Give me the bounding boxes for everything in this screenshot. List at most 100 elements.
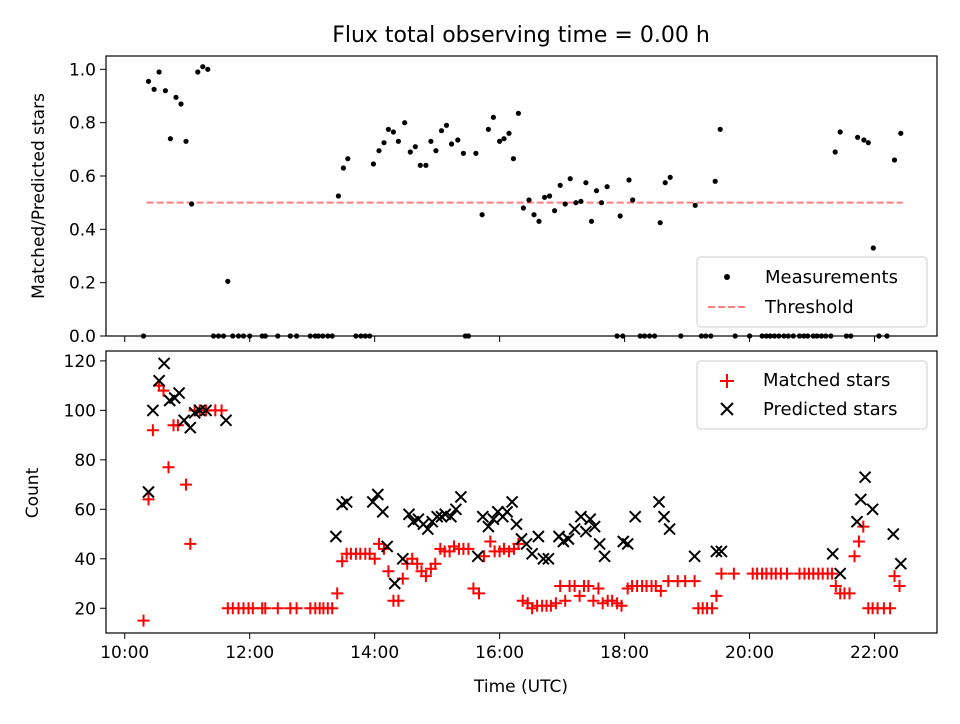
top-y-tick-label: 0.2 <box>69 274 96 294</box>
bottom-legend-box <box>696 360 928 430</box>
predicted-star-point <box>710 545 723 558</box>
measurement-point <box>542 194 548 200</box>
measurement-point <box>578 198 584 204</box>
predicted-star-point <box>532 530 545 543</box>
matched-star-point <box>411 557 424 570</box>
matched-star-point <box>419 570 432 583</box>
top-axes-frame <box>105 55 938 337</box>
predicted-star-point <box>402 508 416 521</box>
predicted-star-point <box>826 547 839 561</box>
predicted-star-point <box>444 510 458 523</box>
measurement-point <box>598 200 605 206</box>
measurement-point <box>381 140 387 146</box>
matched-star-point <box>392 594 405 607</box>
measurement-point <box>657 220 663 226</box>
measurement-point <box>531 212 537 218</box>
measurement-point <box>501 136 507 142</box>
measurement-point <box>156 69 162 75</box>
predicted-star-point <box>652 495 666 509</box>
predicted-star-point <box>621 537 634 551</box>
bottom-y-tick-label: 20 <box>74 599 96 619</box>
bottom-axes: 20 40 60 80 100 120 10:00 12:00 14:00 16:00 18:00 2… <box>64 352 899 663</box>
measurement-point <box>526 197 532 203</box>
measurement-point <box>438 128 445 134</box>
predicted-star-point <box>430 510 444 523</box>
measurement-point <box>506 130 512 136</box>
predicted-star-point <box>388 577 401 590</box>
bottom-x-tick-label: 14:00 <box>350 643 399 663</box>
predicted-star-point <box>510 517 523 531</box>
predicted-star-point <box>376 505 390 519</box>
predicted-star-point <box>593 537 606 551</box>
predicted-star-point <box>537 552 550 566</box>
measurement-point <box>557 182 563 188</box>
predicted-star-point <box>850 515 864 528</box>
measurement-point <box>717 126 723 132</box>
measurement-point <box>837 129 843 135</box>
measurement-point <box>189 201 195 207</box>
matched-star-point <box>781 567 793 580</box>
predicted-star-point <box>380 540 394 553</box>
predicted-star-point <box>583 512 597 526</box>
bottom-y-tick-label: 80 <box>74 451 96 471</box>
measurement-point <box>162 88 168 94</box>
top-legend-box <box>696 256 928 328</box>
predicted-star-point <box>568 522 581 536</box>
measurement-point <box>173 94 179 100</box>
chart-title: Flux total observing time = 0.00 h <box>332 23 710 48</box>
matched-star-point <box>290 602 303 615</box>
measurement-point <box>567 176 573 182</box>
measurement-point <box>151 86 157 92</box>
measurement-point <box>832 149 838 155</box>
bottom-x-tick-label: 22:00 <box>850 643 899 663</box>
measurement-point <box>617 213 623 219</box>
predicted-star-point <box>858 470 872 484</box>
measurement-point <box>891 157 898 163</box>
matched-star-point <box>852 535 865 548</box>
measurement-point <box>593 188 600 194</box>
predicted-star-point <box>562 532 575 546</box>
top-y-tick-label: 1.0 <box>69 60 96 80</box>
predicted-star-point <box>887 527 900 541</box>
bottom-y-tick-label: 60 <box>74 500 96 520</box>
predicted-star-point <box>449 503 463 516</box>
measurement-point <box>490 114 496 120</box>
predicted-star-point <box>663 522 676 536</box>
measurement-point <box>515 110 522 116</box>
bottom-legend: Matched stars Predicted stars <box>696 360 928 430</box>
measurement-point <box>460 150 466 156</box>
measurement-point <box>562 201 568 207</box>
measurement-point <box>345 156 351 162</box>
predicted-star-point <box>520 537 533 551</box>
measurement-point <box>510 156 516 162</box>
matched-star-point <box>336 555 349 568</box>
bottom-panel: 20 40 60 80 100 120 10:00 12:00 14:00 16:00 18:00 2… <box>23 350 938 697</box>
matched-star-point <box>573 589 586 602</box>
top-y-tick-label: 0.4 <box>69 220 96 240</box>
matched-star-point <box>843 587 856 600</box>
legend-matched-label: Matched stars <box>763 370 890 391</box>
matched-star-point <box>549 597 562 610</box>
predicted-star-point <box>487 512 500 526</box>
bottom-x-tick-label: 16:00 <box>475 643 524 663</box>
matched-star-point <box>429 557 442 570</box>
measurement-point <box>588 218 595 224</box>
measurement-point <box>443 122 450 128</box>
measurement-point <box>200 64 206 70</box>
matched-star-point <box>215 404 228 417</box>
measurement-point <box>423 162 429 168</box>
top-y-tick-label: 0.8 <box>69 114 96 134</box>
top-y-axis: 0.0 0.2 0.4 0.6 0.8 1.0 <box>69 60 876 347</box>
measurement-point <box>433 148 439 154</box>
predicted-star-point <box>657 510 671 523</box>
matched-star-point <box>848 550 861 563</box>
predicted-star-point <box>471 550 485 563</box>
measurement-point <box>692 202 698 208</box>
measurement-point <box>205 66 211 72</box>
predicted-star-point <box>199 404 213 417</box>
matched-star-point <box>893 580 906 592</box>
bottom-x-tick-label: 20:00 <box>725 643 774 663</box>
predicted-star-point <box>157 357 171 370</box>
matched-star-point <box>582 580 595 592</box>
